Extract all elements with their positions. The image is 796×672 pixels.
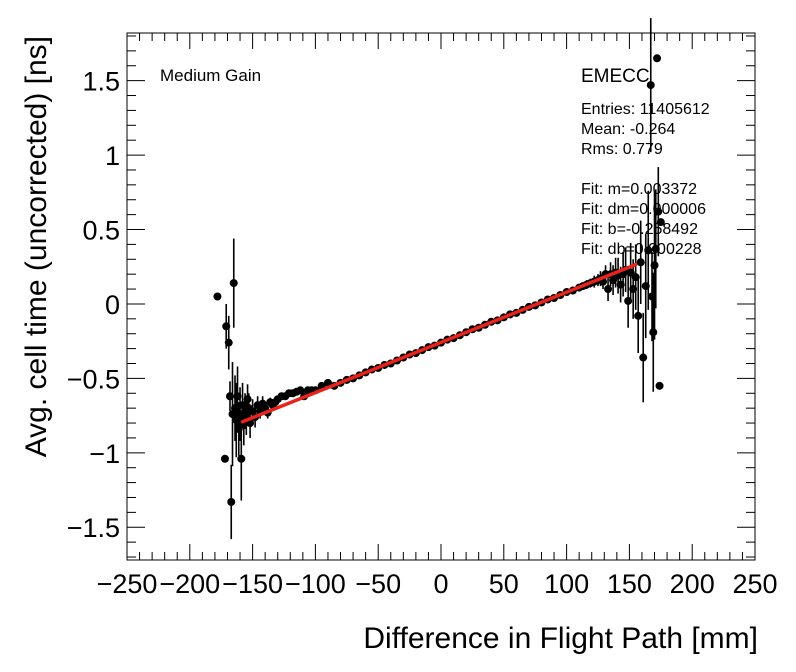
data-point (634, 311, 643, 320)
x-tick-label: 200 (670, 569, 715, 599)
y-tick-label: −1 (89, 439, 120, 469)
x-tick-label: 0 (433, 569, 448, 599)
stat-fit-b: Fit: b=-0.258492 (581, 221, 698, 238)
data-point (227, 497, 236, 506)
x-tick-label: −100 (285, 569, 346, 599)
plot-frame (126, 32, 756, 561)
x-tick-label: −200 (159, 569, 220, 599)
y-tick-label: −0.5 (67, 364, 120, 394)
stat-mean: Mean: -0.264 (581, 121, 675, 138)
x-tick-label: 150 (607, 569, 652, 599)
x-tick-label: 50 (489, 569, 519, 599)
fit-layer (240, 262, 638, 424)
x-tick-label: −250 (97, 569, 158, 599)
data-point (229, 279, 238, 288)
data-point (654, 207, 663, 216)
data-point (224, 338, 233, 347)
region-label: EMECC (581, 66, 650, 87)
data-point (653, 54, 662, 63)
x-tick-label: −150 (222, 569, 283, 599)
data-point (213, 292, 222, 301)
y-tick-label: −1.5 (67, 513, 120, 543)
x-tick-label: 250 (732, 569, 777, 599)
data-point (243, 395, 252, 404)
data-point (237, 454, 246, 463)
x-tick-label: 100 (544, 569, 589, 599)
gain-label: Medium Gain (160, 66, 261, 85)
data-point (656, 218, 665, 227)
data-point (639, 353, 648, 362)
stat-fit-dm: Fit: dm=0.000006 (581, 201, 706, 218)
x-tick-labels: −250 −200 −150 −100 −50 0 50 100 150 200 250 (97, 569, 778, 599)
y-tick-labels: −1.5 −1 −0.5 0 0.5 1 1.5 (67, 67, 120, 544)
data-point (649, 328, 658, 337)
stat-fit-db: Fit: db=0.000228 (581, 241, 702, 258)
stat-fit-m: Fit: m=0.003372 (581, 181, 697, 198)
stat-rms: Rms: 0.779 (581, 141, 663, 158)
data-point (323, 378, 332, 387)
y-tick-label: 1 (105, 141, 120, 171)
y-tick-label: 0.5 (82, 216, 120, 246)
data-point (636, 258, 645, 267)
data-point (646, 81, 655, 90)
x-tick-label: −50 (355, 569, 401, 599)
y-axis-title: Avg. cell time (uncorrected) [ns] (20, 36, 53, 457)
fit-line (240, 262, 638, 424)
data-point (604, 285, 613, 294)
data-point (655, 381, 664, 390)
y-tick-label: 1.5 (82, 67, 120, 97)
stat-entries: Entries: 11405612 (581, 101, 710, 118)
y-tick-label: 0 (105, 290, 120, 320)
data-point (650, 261, 659, 270)
data-point (220, 454, 229, 463)
tick-marks (126, 33, 756, 560)
data-point (296, 386, 305, 395)
data-point (644, 246, 653, 255)
x-axis-title: Difference in Flight Path [mm] (363, 622, 758, 655)
